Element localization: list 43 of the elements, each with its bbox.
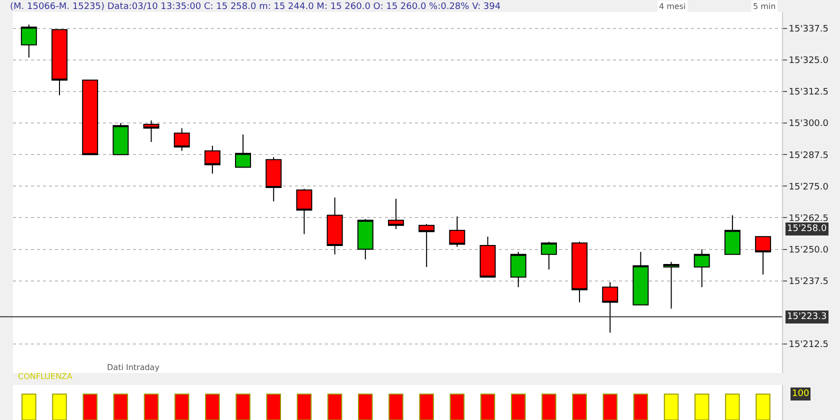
y-tick-label: 15'262.5	[788, 214, 829, 224]
y-tick-label: 15'325.0	[788, 56, 829, 66]
candlestick	[326, 197, 343, 255]
candlestick	[724, 214, 740, 255]
candlestick	[112, 122, 129, 156]
y-tick-label: 15'275.0	[788, 182, 829, 192]
candlestick	[510, 251, 526, 288]
y-tick-label: 15'237.5	[788, 277, 829, 288]
candlestick	[357, 218, 374, 260]
y-tick-label: 15'337.5	[788, 24, 829, 35]
candlestick	[266, 156, 282, 202]
candlestick	[82, 80, 98, 156]
y-tick-label: 15'300.0	[788, 119, 829, 130]
candlestick	[20, 24, 37, 58]
candlestick	[572, 241, 588, 303]
y-tick-label: 15'287.5	[788, 150, 829, 161]
candlestick	[632, 251, 649, 306]
candlestick	[480, 236, 496, 278]
candlestick	[540, 241, 557, 270]
candlestick	[418, 224, 435, 268]
candlestick	[449, 216, 466, 248]
candlestick	[174, 128, 190, 152]
candlestick	[235, 134, 252, 168]
candlestick	[388, 198, 404, 230]
ref-line-label: 15'223.3	[787, 312, 827, 322]
candlestick	[663, 261, 680, 310]
candlestick	[694, 248, 710, 288]
text: 15'258.0	[787, 224, 827, 234]
text: 100	[792, 389, 810, 399]
y-tick-label: 15'250.0	[788, 245, 829, 256]
candlestick	[52, 29, 68, 96]
candlestick	[602, 282, 618, 334]
chart-title: CONFLUENZA	[18, 372, 73, 381]
candlestick	[143, 120, 160, 143]
candlestick	[755, 236, 772, 276]
chart-title: (M. 15066-M. 15235) Data:03/10 13:35:00 C: 15 258.0 m: 15 244.0 M: 15 260.0 O: 15 260.0 %:0.28% V: 394	[10, 2, 501, 12]
text: 5 min	[753, 2, 776, 11]
annotation: Dati Intraday	[107, 363, 160, 372]
candlestick	[204, 145, 220, 174]
text: 4 mesi	[659, 2, 686, 11]
candlestick	[296, 188, 312, 235]
y-tick-label: 15'312.5	[788, 88, 829, 98]
y-tick-label: 15'212.5	[788, 340, 829, 350]
